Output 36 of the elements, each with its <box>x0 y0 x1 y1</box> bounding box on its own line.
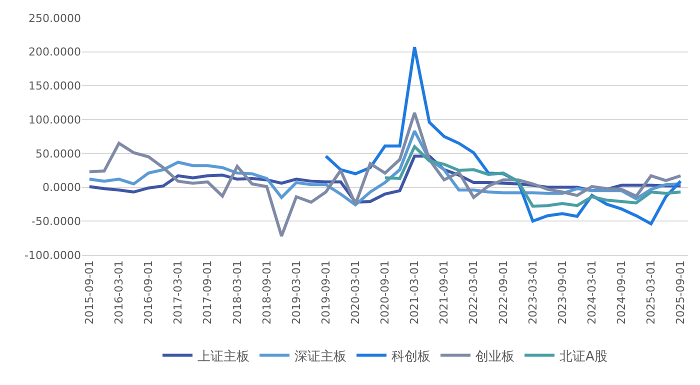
x-tick-label: 2023-03-01 <box>526 260 540 324</box>
y-tick-label: 250.0000 <box>28 12 81 25</box>
x-tick-label: 2020-09-01 <box>378 260 392 324</box>
x-tick-label: 2017-09-01 <box>201 260 214 324</box>
y-tick-label: 0.0000 <box>42 181 81 194</box>
y-tick-label: -100.0000 <box>24 248 81 262</box>
x-tick-label: 2016-03-01 <box>112 260 126 324</box>
x-tick-label: 2016-09-01 <box>142 260 156 324</box>
line-series <box>88 111 682 238</box>
x-tick-label: 2023-09-01 <box>556 260 569 324</box>
x-tick-label: 2025-09-01 <box>674 260 688 324</box>
x-tick-label: 2015-09-01 <box>82 260 96 324</box>
y-tick-label: 50.0000 <box>36 147 81 160</box>
y-tick-label: 150.0000 <box>28 80 81 93</box>
x-tick-label: 2025-03-01 <box>644 260 658 324</box>
x-tick-label: 2021-03-01 <box>408 260 422 324</box>
legend-label: 深证主板 <box>294 348 346 364</box>
x-tick-label: 2019-03-01 <box>290 260 303 324</box>
x-tick-label: 2018-09-01 <box>260 260 274 324</box>
legend-label: 创业板 <box>476 349 514 364</box>
line-series <box>384 145 682 208</box>
x-tick-label: 2018-03-01 <box>230 260 244 324</box>
x-tick-label: 2022-03-01 <box>467 260 480 324</box>
x-tick-label: 2019-09-01 <box>319 260 332 324</box>
x-tick-label: 2024-03-01 <box>586 260 599 324</box>
legend-label: 北证A股 <box>560 349 608 364</box>
y-tick-label: 200.0000 <box>28 46 81 59</box>
y-tick-label: -50.0000 <box>32 214 81 228</box>
x-tick-label: 2020-03-01 <box>349 260 362 324</box>
x-tick-label: 2024-09-01 <box>615 260 628 324</box>
legend-label: 科创板 <box>392 349 430 364</box>
x-tick-label: 2017-03-01 <box>172 260 185 324</box>
legend-label: 上证主板 <box>198 348 250 364</box>
x-tick-label: 2022-09-01 <box>496 260 510 324</box>
x-tick-label: 2021-09-01 <box>438 260 451 324</box>
y-tick-label: 100.0000 <box>28 113 81 126</box>
